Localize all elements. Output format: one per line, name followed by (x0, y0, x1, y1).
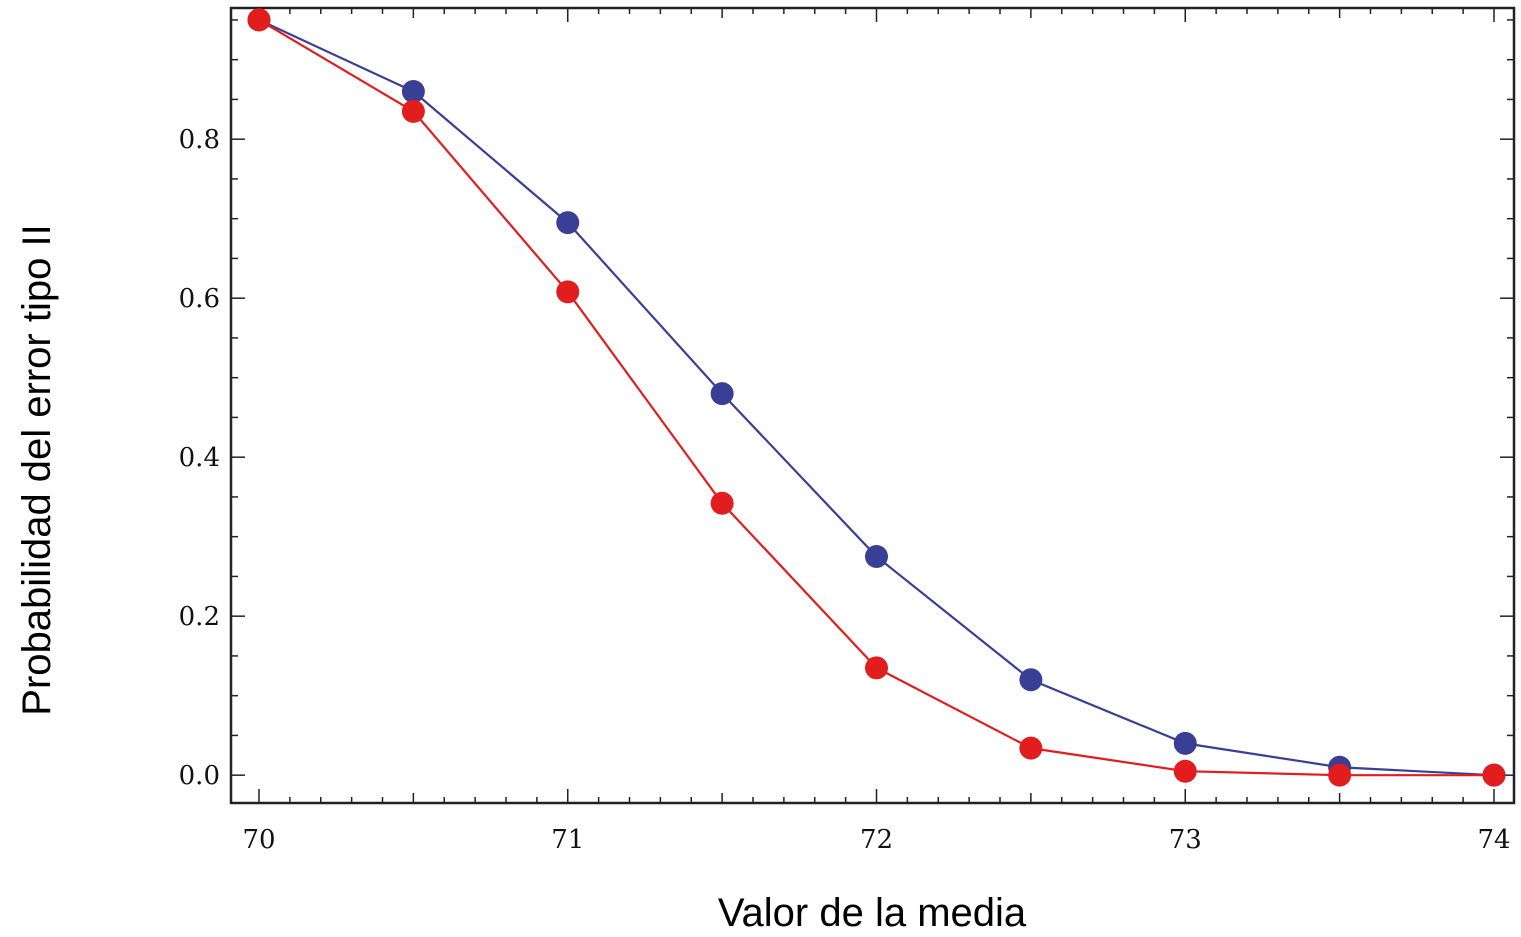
y-tick-label: 0.2 (179, 602, 220, 632)
data-point (401, 79, 425, 103)
plot-frame (229, 6, 1516, 805)
x-tick-label: 72 (860, 825, 893, 855)
y-tick-label: 0.0 (179, 761, 220, 791)
data-point (1328, 763, 1352, 787)
data-point (710, 382, 734, 406)
data-point (865, 656, 888, 680)
y-axis-title: Probabilidad del error tipo II (15, 224, 59, 715)
data-point (710, 491, 734, 515)
tick-labels: 70 71 72 73 74 0.0 0.2 0.4 0.6 0.8 (179, 125, 1511, 855)
y-tick-label: 0.8 (179, 125, 220, 155)
series-2 (247, 8, 1506, 787)
data-point (1019, 668, 1043, 692)
x-tick-label: 70 (242, 825, 275, 855)
x-tick-label: 74 (1477, 825, 1510, 855)
data-point (1019, 736, 1043, 760)
data-point (1173, 731, 1197, 755)
y-tick-label: 0.6 (179, 284, 220, 314)
x-axis-title: Valor de la media (718, 891, 1027, 935)
series-layer (247, 8, 1506, 787)
data-point (556, 211, 580, 235)
x-tick-label: 71 (551, 825, 584, 855)
tick-marks (231, 8, 1514, 803)
y-tick-label: 0.4 (179, 443, 220, 473)
data-point (1173, 759, 1197, 783)
data-point (401, 99, 425, 123)
data-point (247, 8, 271, 32)
x-tick-label: 73 (1169, 825, 1202, 855)
data-point (865, 545, 888, 569)
data-point (1482, 763, 1506, 787)
data-point (556, 280, 580, 304)
